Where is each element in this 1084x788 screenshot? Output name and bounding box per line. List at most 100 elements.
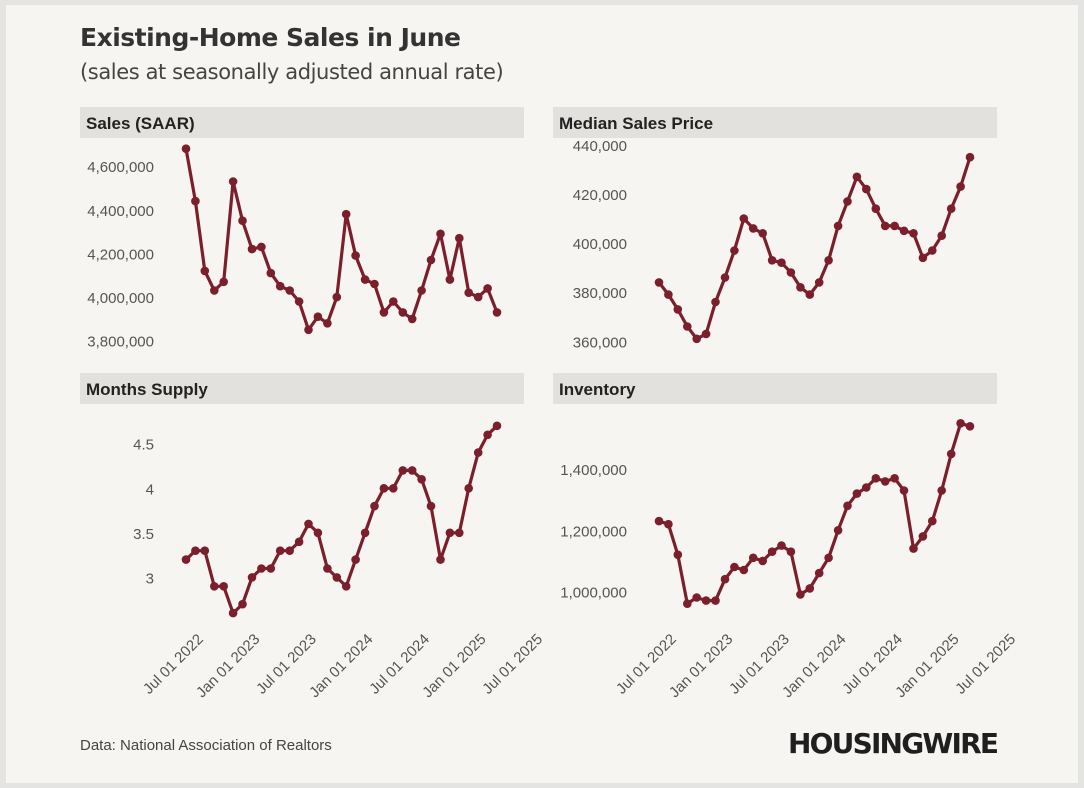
data-point (417, 475, 426, 484)
data-point (871, 204, 881, 213)
data-point (351, 555, 360, 564)
data-point (464, 288, 474, 298)
data-point (379, 484, 389, 493)
data-point (407, 314, 417, 324)
data-point (730, 562, 739, 572)
data-point (238, 599, 247, 609)
data-point (843, 197, 852, 206)
data-point (191, 196, 200, 206)
data-point (918, 532, 928, 541)
data-point (257, 242, 266, 252)
data-point (720, 273, 730, 282)
data-point (389, 297, 398, 306)
data-point (426, 255, 436, 265)
data-point (946, 204, 956, 213)
data-point (664, 519, 673, 529)
data-point (880, 477, 890, 486)
data-point (455, 528, 464, 538)
data-point (398, 308, 408, 317)
data-point (210, 286, 219, 295)
data-point (313, 312, 323, 322)
data-point (492, 308, 502, 317)
data-point (683, 322, 692, 331)
y-tick-label: 3 (146, 570, 154, 587)
data-point (739, 214, 749, 223)
data-point (370, 501, 379, 511)
data-point (739, 565, 749, 575)
data-point (701, 596, 711, 605)
data-point (852, 172, 862, 182)
data-point (899, 226, 909, 236)
data-point (701, 329, 711, 339)
data-point (351, 251, 360, 260)
data-point (965, 152, 975, 162)
data-point (332, 573, 342, 582)
x-tick-label: Jul 01 2025 (479, 631, 546, 698)
data-point (294, 297, 304, 306)
panel-header-2 (80, 373, 524, 404)
data-point (833, 221, 843, 231)
series-line-2 (184, 424, 499, 615)
data-point (436, 555, 445, 564)
data-point (294, 537, 304, 547)
y-tick-label: 420,000 (573, 187, 627, 204)
data-point (323, 319, 332, 328)
data-point (492, 421, 502, 431)
data-point (683, 599, 692, 608)
data-point (285, 546, 295, 555)
data-point (937, 486, 946, 495)
y-tick-label: 3.5 (133, 526, 154, 543)
panel-header-3 (553, 373, 997, 404)
data-point (266, 268, 276, 278)
data-point (181, 555, 191, 564)
y-tick-label: 1,400,000 (560, 462, 627, 479)
data-point (407, 466, 417, 475)
data-point (796, 590, 805, 599)
data-point (247, 244, 257, 254)
chart-title: Existing-Home Sales in June (80, 23, 461, 52)
data-point (247, 573, 257, 582)
data-point (200, 546, 210, 555)
data-point (805, 290, 815, 299)
y-tick-label: 4,000,000 (87, 290, 154, 307)
data-point (786, 547, 796, 556)
panel-header-0 (80, 107, 524, 138)
data-point (304, 519, 313, 529)
data-point (777, 258, 786, 268)
data-point (257, 564, 266, 573)
data-point (956, 419, 965, 428)
data-point (473, 292, 483, 302)
data-point (692, 593, 701, 602)
data-point (862, 483, 871, 492)
data-point (720, 574, 730, 584)
data-point (937, 231, 946, 240)
data-point (219, 277, 228, 287)
data-point (805, 584, 815, 593)
panel-title-3: Inventory (559, 380, 636, 399)
data-point (673, 550, 683, 559)
y-tick-label: 4,400,000 (87, 203, 154, 220)
data-point (777, 541, 786, 550)
data-point (360, 275, 370, 284)
data-point (266, 564, 276, 573)
data-source: Data: National Association of Realtors (80, 737, 332, 754)
panel-title-1: Median Sales Price (559, 114, 713, 133)
y-tick-label: 4,200,000 (87, 246, 154, 263)
data-point (445, 528, 455, 538)
y-tick-label: 3,800,000 (87, 334, 154, 351)
data-point (711, 297, 720, 307)
data-point (426, 501, 436, 511)
data-point (483, 430, 492, 440)
data-point (191, 546, 200, 555)
data-point (379, 308, 389, 317)
data-point (473, 448, 483, 457)
data-point (664, 290, 673, 299)
housingwire-logo: HOUSINGWIRE (788, 727, 999, 760)
data-point (275, 281, 285, 291)
panel-header-1 (553, 107, 997, 138)
data-point (181, 144, 191, 153)
data-point (730, 246, 739, 255)
data-point (313, 528, 323, 538)
data-point (758, 556, 767, 566)
data-point (890, 474, 899, 483)
